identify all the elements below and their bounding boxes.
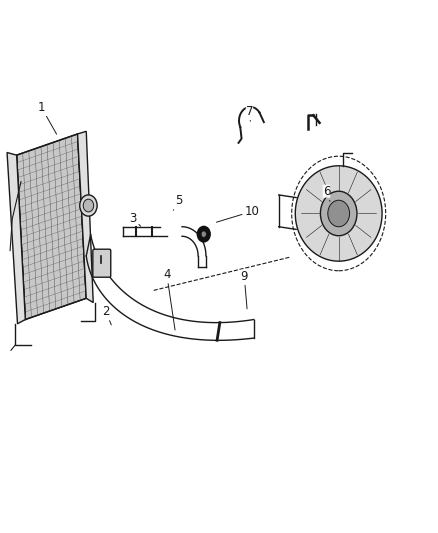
Text: 2: 2 xyxy=(102,305,111,325)
Circle shape xyxy=(83,199,94,212)
Text: 10: 10 xyxy=(216,205,259,222)
FancyBboxPatch shape xyxy=(93,249,111,277)
Text: 4: 4 xyxy=(163,268,175,330)
Polygon shape xyxy=(17,134,86,319)
Circle shape xyxy=(328,200,350,227)
Circle shape xyxy=(201,231,206,237)
Polygon shape xyxy=(78,131,93,303)
Text: 3: 3 xyxy=(130,212,141,226)
Text: 6: 6 xyxy=(323,185,330,201)
Circle shape xyxy=(80,195,97,216)
Circle shape xyxy=(198,227,210,241)
Polygon shape xyxy=(295,166,382,261)
Text: 7: 7 xyxy=(246,104,253,121)
Polygon shape xyxy=(7,152,25,324)
Text: 1: 1 xyxy=(38,101,57,134)
Text: 5: 5 xyxy=(173,194,182,211)
Text: 9: 9 xyxy=(240,270,248,309)
Circle shape xyxy=(321,191,357,236)
